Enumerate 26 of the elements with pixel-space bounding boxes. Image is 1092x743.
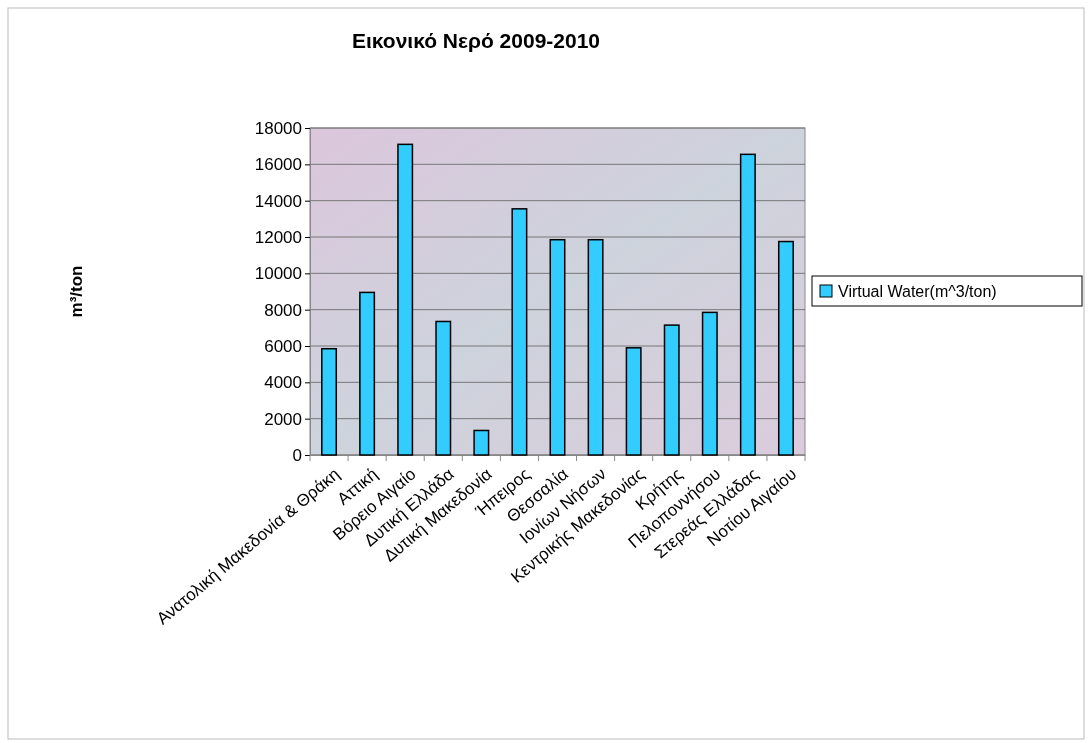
bar — [587, 238, 604, 456]
legend-label: Virtual Water(m^3/ton) — [838, 283, 997, 300]
bar — [359, 291, 376, 456]
y-axis-title: m³/ton — [67, 265, 86, 318]
bar — [473, 429, 490, 456]
bar — [663, 324, 680, 456]
bar — [435, 320, 452, 456]
bar — [549, 238, 566, 456]
bar — [739, 153, 756, 456]
bar — [777, 240, 794, 456]
y-tick-label: 0 — [292, 445, 302, 465]
y-tick-label: 2000 — [264, 409, 302, 429]
y-tick-label: 6000 — [264, 336, 302, 356]
bar — [625, 347, 642, 456]
y-tick-label: 16000 — [254, 155, 302, 175]
y-tick-label: 18000 — [254, 118, 302, 138]
y-tick-label: 14000 — [254, 191, 302, 211]
bar — [397, 143, 414, 456]
bar — [321, 347, 338, 456]
y-tick-label: 12000 — [254, 227, 302, 247]
y-tick-label: 8000 — [264, 300, 302, 320]
y-tick-label: 4000 — [264, 373, 302, 393]
bar — [701, 311, 718, 456]
chart-title: Εικονικό Νερό 2009-2010 — [351, 29, 601, 52]
bar — [511, 208, 528, 456]
y-tick-label: 10000 — [254, 264, 302, 284]
